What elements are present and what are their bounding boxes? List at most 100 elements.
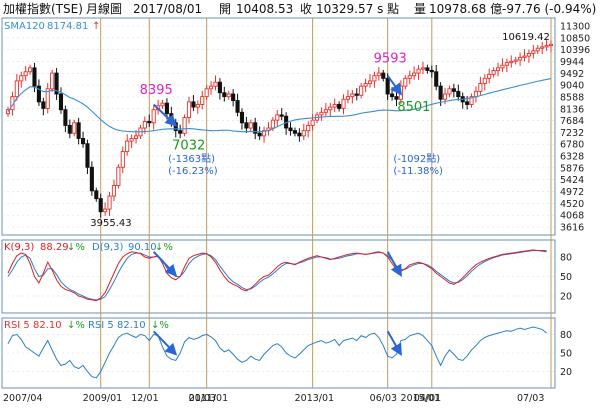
candle-body (425, 67, 430, 71)
candle-body (85, 143, 90, 168)
candle-body (518, 56, 523, 61)
candle-body (54, 72, 59, 95)
low-annotation: 7032 (172, 139, 205, 154)
drop-annotation: (-1092點) (393, 152, 440, 165)
candle-body (142, 121, 147, 129)
candle-body (279, 114, 284, 117)
drop-annotation: (-1363點) (168, 152, 215, 165)
candle-body (363, 83, 368, 87)
sma-legend-value: 8174.81 (47, 21, 88, 32)
candle-body (200, 96, 205, 105)
candle-body (442, 93, 448, 100)
candle-body (23, 71, 28, 77)
candle-body (337, 104, 342, 109)
candle-body (403, 77, 408, 87)
drop-annotation: (-16.23%) (168, 166, 218, 177)
period-label: 月線圖 (86, 1, 122, 16)
candle-body (385, 77, 390, 95)
candle-body (239, 111, 245, 124)
high-annotation: 8395 (140, 83, 173, 98)
k-legend-name: K(9,3) (4, 242, 34, 253)
volume-value: 10978.68 億 (429, 2, 502, 16)
candle-body (5, 109, 11, 115)
d-legend-name: D(9,3) (92, 242, 124, 253)
price-tick-label: 9492 (560, 69, 584, 80)
x-tick-label: 2009/01 (83, 393, 122, 404)
rsi-tick-label: 20 (560, 367, 572, 378)
candle-body (213, 81, 218, 87)
candle-body (345, 96, 350, 100)
candle-body (341, 98, 346, 109)
candle-body (186, 101, 192, 119)
price-tick-label: 6780 (560, 140, 584, 151)
candle-body (45, 88, 50, 109)
candle-body (288, 127, 293, 132)
x-tick-label: 12/01 (131, 393, 158, 404)
change-value: -97.76 (-0.94%) (502, 2, 596, 16)
high-annotation: 9593 (374, 52, 407, 67)
candle-body (394, 96, 399, 100)
candle-body (107, 195, 112, 210)
candle-body (465, 101, 470, 105)
candle-body (319, 111, 324, 116)
sma-legend-arrow: ↑ (92, 21, 100, 32)
x-tick-label: 2007/04 (3, 393, 42, 404)
candle-body (164, 102, 169, 115)
candle-body (509, 60, 514, 64)
kd-decline-arrow (386, 251, 402, 277)
candle-body (80, 138, 86, 145)
k-line (7, 249, 547, 302)
price-tick-label: 11300 (560, 22, 590, 33)
candle-body (28, 67, 33, 73)
candle-body (526, 53, 531, 57)
rsi-tick-label: 50 (560, 349, 572, 360)
candle-body (292, 130, 298, 134)
price-tick-label: 6328 (560, 152, 584, 163)
candle-body (301, 130, 306, 137)
candle-body (328, 106, 333, 111)
candle-body (94, 190, 99, 200)
candle-body (310, 119, 315, 126)
x-tick-label: 2011/01 (189, 393, 228, 404)
candle-body (231, 93, 236, 102)
price-tick-label: 5876 (560, 163, 584, 174)
candle-body (248, 122, 253, 129)
candle-body (14, 80, 19, 98)
candle-body (531, 50, 536, 54)
candle-body (253, 122, 258, 134)
candle-body (67, 124, 72, 134)
candle-body (482, 77, 487, 84)
candle-body (116, 166, 121, 187)
candle-body (540, 46, 545, 49)
rsi-legend-arrow: ↓% (151, 320, 169, 331)
candle-body (367, 80, 373, 84)
d-legend-value: 90.10 (128, 242, 157, 253)
candle-body (270, 119, 275, 129)
candle-body (133, 135, 139, 139)
x-tick-label: 2015/01 (401, 393, 440, 404)
candle-body (204, 88, 209, 98)
rsi-decline-arrow (386, 330, 402, 356)
candle-body (469, 96, 474, 105)
index-name: 加權指數(TSE) (3, 1, 83, 16)
low-annotation: 3955.43 (90, 218, 131, 229)
candle-body (412, 72, 417, 77)
candle-body (332, 104, 337, 108)
x-tick-label: 07/03 (517, 393, 544, 404)
candle-body (407, 75, 412, 79)
candle-body (376, 72, 381, 77)
candle-body (120, 151, 125, 168)
candle-body (111, 185, 117, 197)
candle-body (548, 43, 554, 47)
k-legend-arrow: ↓% (67, 242, 85, 253)
d-legend-arrow: ↓% (155, 242, 173, 253)
candle-body (306, 124, 311, 132)
candle-body (275, 114, 280, 121)
x-tick-label: 04/01 (414, 393, 441, 404)
candle-body (63, 109, 68, 126)
candle-body (19, 75, 24, 82)
candle-body (297, 132, 302, 137)
x-tick-label: 2013/01 (295, 393, 334, 404)
candle-body (50, 72, 55, 90)
